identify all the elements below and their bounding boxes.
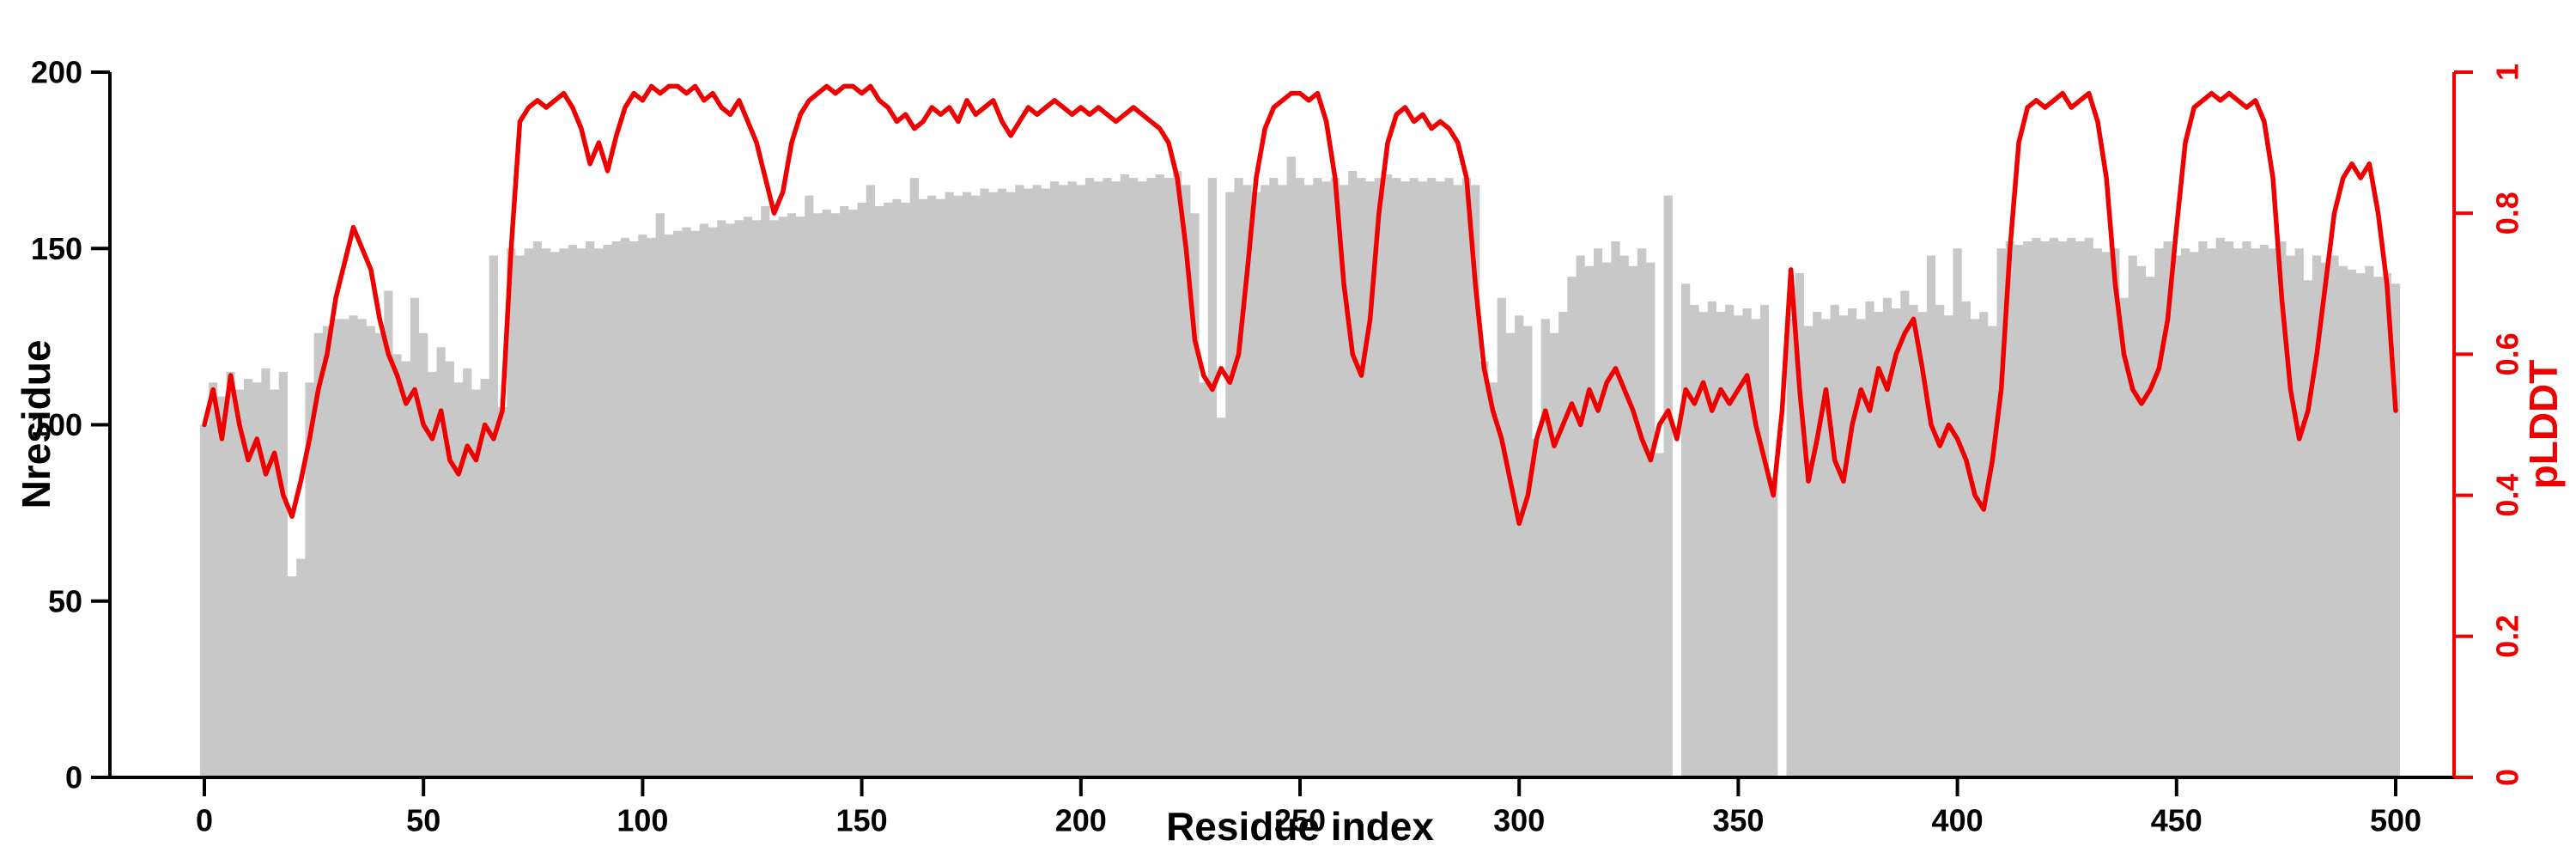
left-tick-label: 0 xyxy=(65,760,82,795)
x-tick-label: 0 xyxy=(196,802,213,838)
left-axis-title: Nresidue xyxy=(14,339,58,509)
left-tick-label: 100 xyxy=(31,407,82,442)
x-tick-label: 450 xyxy=(2151,802,2202,838)
right-tick-label: 0.6 xyxy=(2490,332,2525,375)
right-tick-label: 0.2 xyxy=(2490,615,2525,658)
x-tick-label: 200 xyxy=(1055,802,1107,838)
left-tick-label: 150 xyxy=(31,231,82,266)
right-tick-label: 1 xyxy=(2490,64,2525,81)
x-tick-label: 100 xyxy=(617,802,668,838)
right-tick-label: 0.4 xyxy=(2490,474,2525,517)
left-tick-label: 50 xyxy=(48,583,82,618)
x-tick-label: 250 xyxy=(1274,802,1326,838)
right-tick-label: 0.8 xyxy=(2490,192,2525,235)
bottom-axis: 0 50 100 150 200 250 300 350 400 450 500 xyxy=(110,776,2454,838)
right-axis: 0 0.2 0.4 0.6 0.8 1 xyxy=(2452,64,2525,786)
right-tick-label: 0 xyxy=(2490,769,2525,786)
right-axis-title: pLDDT xyxy=(2521,359,2566,490)
left-tick-label: 200 xyxy=(31,55,82,90)
left-axis: 0 50 100 150 200 xyxy=(31,55,112,795)
plddt-line xyxy=(202,83,2398,527)
nresidue-bars xyxy=(199,156,2401,777)
x-axis-title: Residue index xyxy=(1166,804,1434,849)
x-tick-label: 150 xyxy=(836,802,888,838)
x-tick-label: 500 xyxy=(2370,802,2421,838)
x-tick-label: 400 xyxy=(1932,802,1984,838)
x-tick-label: 300 xyxy=(1493,802,1545,838)
x-tick-label: 350 xyxy=(1712,802,1764,838)
x-tick-label: 50 xyxy=(406,802,440,838)
